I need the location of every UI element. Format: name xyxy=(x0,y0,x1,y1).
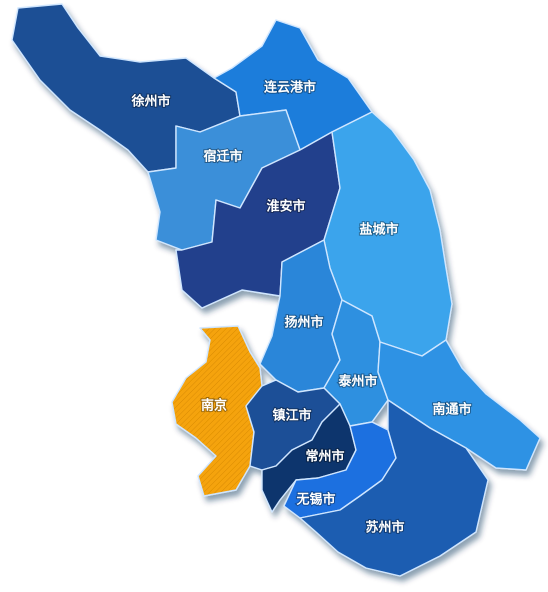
region-nanjing[interactable] xyxy=(171,325,263,497)
region-huaian[interactable] xyxy=(175,131,341,309)
region-suzhou[interactable] xyxy=(299,399,489,577)
province-group xyxy=(11,3,541,577)
